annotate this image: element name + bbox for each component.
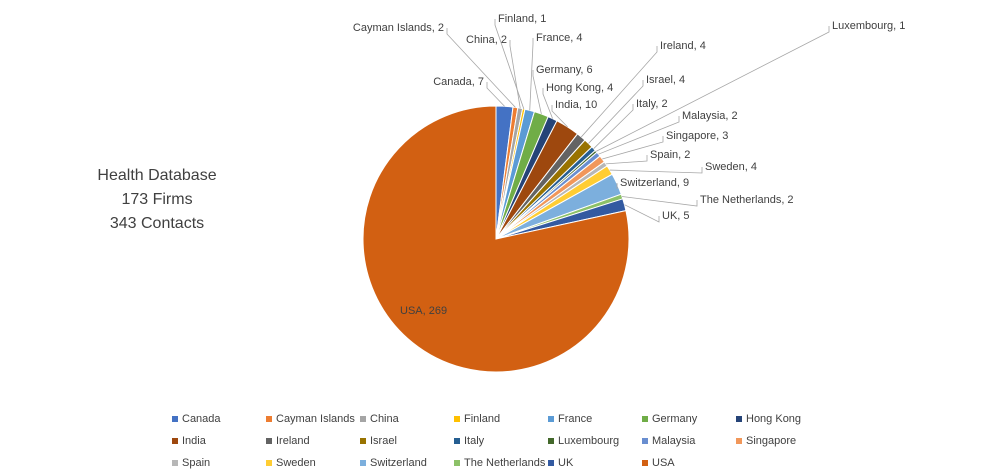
- legend-swatch: [736, 438, 742, 444]
- data-label: UK, 5: [662, 210, 690, 222]
- legend-swatch: [360, 460, 366, 466]
- data-label: Cayman Islands, 2: [353, 22, 444, 34]
- leader-line: [494, 19, 525, 110]
- legend-label: Canada: [182, 413, 221, 425]
- legend-label: UK: [558, 457, 574, 469]
- data-label: Sweden, 4: [705, 161, 757, 173]
- legend-swatch: [736, 416, 742, 422]
- pie-slice: [362, 105, 630, 373]
- legend-swatch: [360, 438, 366, 444]
- leader-line: [542, 88, 553, 119]
- legend-label: Luxembourg: [558, 435, 619, 447]
- leader-line: [609, 167, 703, 174]
- leader-line: [595, 26, 830, 152]
- legend-label: China: [370, 413, 400, 425]
- data-label: Ireland, 4: [660, 40, 706, 52]
- data-label: Malaysia, 2: [682, 110, 738, 122]
- data-label: China, 2: [466, 34, 507, 46]
- annotation: 173 Firms: [121, 191, 192, 208]
- leader-line: [605, 155, 648, 165]
- leader-line: [621, 196, 698, 207]
- annotation: 343 Contacts: [110, 215, 204, 232]
- data-label: France, 4: [536, 32, 582, 44]
- legend-label: Switzerland: [370, 457, 427, 469]
- data-label: USA, 269: [400, 305, 447, 317]
- legend-label: The Netherlands: [464, 457, 546, 469]
- data-label: Singapore, 3: [666, 130, 728, 142]
- data-label: India, 10: [555, 99, 597, 111]
- legend-swatch: [642, 438, 648, 444]
- legend-label: Germany: [652, 413, 698, 425]
- legend-swatch: [548, 460, 554, 466]
- legend-swatch: [642, 416, 648, 422]
- leader-line: [529, 38, 534, 111]
- legend-swatch: [266, 416, 272, 422]
- data-label: Luxembourg, 1: [832, 20, 905, 32]
- legend-label: France: [558, 413, 592, 425]
- legend-label: Cayman Islands: [276, 413, 355, 425]
- data-label: Spain, 2: [650, 149, 690, 161]
- legend-label: Finland: [464, 413, 500, 425]
- legend-swatch: [172, 460, 178, 466]
- legend-label: Ireland: [276, 435, 310, 447]
- annotation: Health Database: [97, 167, 216, 184]
- data-label: Israel, 4: [646, 74, 685, 86]
- leader-line: [598, 116, 680, 155]
- legend-swatch: [266, 460, 272, 466]
- legend-swatch: [642, 460, 648, 466]
- leader-line: [486, 82, 505, 107]
- legend-label: USA: [652, 457, 675, 469]
- data-label: Finland, 1: [498, 13, 546, 25]
- legend-label: Italy: [464, 435, 485, 447]
- leader-line: [593, 104, 634, 149]
- legend-label: Sweden: [276, 457, 316, 469]
- legend-swatch: [454, 460, 460, 466]
- leader-line: [532, 70, 542, 115]
- legend-swatch: [266, 438, 272, 444]
- legend-label: Malaysia: [652, 435, 696, 447]
- data-label: Switzerland, 9: [620, 177, 689, 189]
- data-label: Hong Kong, 4: [546, 82, 613, 94]
- legend-label: Israel: [370, 435, 397, 447]
- leader-line: [551, 105, 568, 128]
- legend-label: Singapore: [746, 435, 796, 447]
- leader-line: [602, 136, 664, 160]
- legend-swatch: [454, 416, 460, 422]
- leader-line: [446, 28, 516, 108]
- legend-swatch: [548, 438, 554, 444]
- leader-line: [580, 46, 658, 138]
- legend-swatch: [360, 416, 366, 422]
- data-label: The Netherlands, 2: [700, 194, 794, 206]
- data-label: Germany, 6: [536, 64, 593, 76]
- legend-swatch: [454, 438, 460, 444]
- legend-swatch: [172, 438, 178, 444]
- leader-line: [588, 80, 644, 144]
- legend-swatch: [548, 416, 554, 422]
- legend-label: Hong Kong: [746, 413, 801, 425]
- legend-swatch: [172, 416, 178, 422]
- data-label: Italy, 2: [636, 98, 668, 110]
- data-label: Canada, 7: [433, 76, 484, 88]
- leader-line: [624, 204, 660, 223]
- legend-label: Spain: [182, 457, 210, 469]
- legend-label: India: [182, 435, 207, 447]
